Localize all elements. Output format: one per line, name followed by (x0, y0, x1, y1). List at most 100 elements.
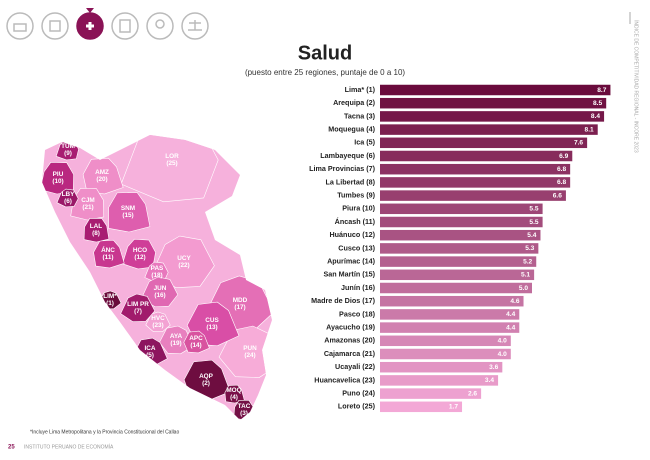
value-label: 5.4 (527, 232, 536, 239)
region-rank: (22) (178, 262, 189, 269)
region (56, 188, 79, 208)
bar-label: Ica (5) (354, 138, 375, 147)
icon[interactable] (146, 12, 174, 40)
bar-label: San Martín (15) (323, 270, 375, 279)
region (108, 192, 151, 233)
icon[interactable] (6, 12, 34, 40)
bar-label: Puno (24) (342, 389, 375, 398)
value-label: 4.0 (498, 351, 507, 358)
bar-label: Loreto (25) (338, 402, 376, 411)
region-rank: (8) (92, 230, 100, 237)
bar-label: Cusco (13) (338, 243, 375, 252)
region-code: PUN (243, 345, 257, 352)
region-rank: (6) (64, 198, 72, 205)
value-label: 3.6 (489, 364, 498, 371)
value-label: 3.4 (485, 377, 494, 384)
bar (380, 401, 463, 413)
title: Salud (298, 42, 352, 64)
bar (380, 177, 571, 188)
value-label: 4.0 (498, 338, 507, 345)
footnote: *Incluye Lima Metropolitana y la Provinc… (30, 429, 179, 435)
value-label: 4.6 (510, 298, 519, 305)
bar-label: Pasco (18) (339, 309, 376, 318)
bar-label: Moquegua (4) (328, 125, 375, 134)
region-code: LBY (62, 191, 76, 198)
side-text: ÍNDICE DE COMPETITIVIDAD REGIONAL - INCO… (633, 20, 640, 153)
region-code: CJM (81, 197, 95, 204)
region-rank: (23) (152, 322, 163, 329)
bar-label: Cajamarca (21) (324, 349, 376, 358)
bar (380, 243, 539, 254)
value-label: 6.6 (553, 192, 562, 199)
bar-label: Lambayeque (6) (320, 151, 375, 160)
value-label: 4.4 (506, 311, 515, 318)
icon[interactable] (41, 12, 69, 40)
region-code: AYA (170, 333, 183, 340)
bar-label: Amazonas (20) (324, 336, 375, 345)
region (70, 188, 105, 221)
region-rank: (18) (151, 272, 162, 279)
region-code: LAL (90, 223, 103, 230)
value-label: 6.8 (557, 179, 566, 186)
value-label: 2.6 (468, 390, 477, 397)
region-rank: (14) (190, 342, 201, 349)
value-label: 5.3 (525, 245, 534, 252)
bar (380, 309, 520, 320)
bar (380, 203, 543, 215)
region-rank: (2) (202, 380, 210, 387)
region-code: ICA (144, 345, 155, 352)
region-code: TAC (238, 403, 251, 410)
region-code: MDD (233, 297, 248, 304)
value-label: 1.7 (449, 404, 458, 411)
region-rank: (17) (234, 304, 245, 311)
region-rank: (1) (106, 300, 114, 307)
region-rank: (5) (146, 352, 154, 359)
bar-chart: Lima* (1) 8.7 Arequipa (2) 8.5 Tacna (3) 8.4 M… (309, 84, 611, 413)
value-label: 7.6 (574, 140, 583, 147)
bar-label: Madre de Dios (17) (311, 296, 376, 305)
region-code: HVC (151, 315, 165, 322)
org: INSTITUTO PERUANO DE ECONOMÍA (24, 443, 114, 450)
bar-label: La Libertad (8) (325, 177, 375, 186)
icon[interactable] (111, 12, 139, 40)
bar (380, 335, 511, 347)
bar-label: Ayacucho (19) (326, 323, 375, 332)
region-code: APC (189, 335, 203, 342)
value-label: 8.5 (593, 100, 602, 107)
region-code: UCY (177, 255, 191, 262)
region-code: CUS (205, 317, 219, 324)
bar (380, 256, 537, 267)
region-rank: (7) (134, 308, 142, 315)
bar-label: Piura (10) (342, 204, 375, 213)
region-rank: (25) (166, 160, 177, 167)
value-label: 8.7 (597, 87, 606, 94)
value-label: 5.2 (523, 258, 532, 265)
bar (380, 163, 571, 175)
nav-icons (6, 8, 209, 40)
bar-label: Tumbes (9) (337, 191, 375, 200)
region-code: LOR (165, 153, 179, 160)
region-rank: (9) (64, 150, 72, 157)
icon[interactable] (181, 12, 209, 40)
region-code: AQP (199, 373, 214, 380)
bar-label: Ucayali (22) (335, 362, 376, 371)
region-code: TUM (61, 143, 75, 150)
bar-label: Tacna (3) (344, 111, 376, 120)
bar-label: Huancavelica (23) (314, 375, 375, 384)
region-rank: (16) (154, 292, 165, 299)
bar (380, 295, 524, 307)
region-rank: (24) (244, 352, 255, 359)
region-rank: (20) (96, 176, 107, 183)
region-rank: (10) (52, 178, 63, 185)
value-label: 8.4 (591, 113, 600, 120)
bar-label: Arequipa (2) (333, 98, 376, 107)
value-label: 8.1 (585, 126, 594, 133)
bar (380, 124, 598, 135)
value-label: 5.1 (521, 272, 530, 279)
bar (380, 269, 535, 281)
bar (380, 137, 588, 149)
bar (380, 111, 605, 122)
value-label: 5.5 (529, 206, 538, 213)
bar-label: Junín (16) (341, 283, 376, 292)
region-rank: (4) (230, 394, 238, 401)
